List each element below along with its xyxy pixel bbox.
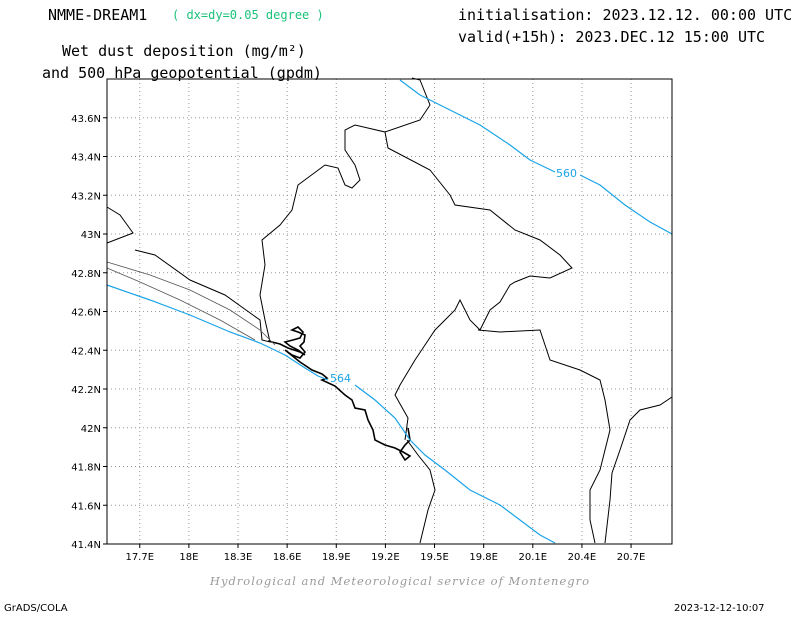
y-tick-label: 42.2N bbox=[71, 385, 101, 396]
y-tick-label: 41.6N bbox=[71, 501, 101, 512]
border-bosnia-montenegro bbox=[134, 77, 431, 343]
x-tick-label: 17.7E bbox=[125, 552, 154, 563]
map-title-line1: Wet dust deposition (mg/m²) bbox=[62, 42, 306, 60]
x-tick-label: 18.9E bbox=[322, 552, 351, 563]
model-resolution: ( dx=dy=0.05 degree ) bbox=[172, 8, 324, 22]
valid-time: valid(+15h): 2023.DEC.12 15:00 UTC bbox=[458, 28, 766, 46]
y-tick-label: 42.4N bbox=[71, 346, 101, 357]
y-tick-label: 43.2N bbox=[71, 191, 101, 202]
y-tick-label: 43N bbox=[81, 230, 101, 241]
y-tick-label: 43.6N bbox=[71, 114, 101, 125]
island-outline bbox=[106, 261, 276, 346]
model-name: NMME-DREAM1 bbox=[48, 6, 148, 24]
x-tick-label: 20.4E bbox=[568, 552, 597, 563]
y-tick-label: 43.4N bbox=[71, 153, 101, 164]
footer-software: GrADS/COLA bbox=[4, 603, 68, 614]
contour-560 bbox=[399, 79, 673, 235]
x-tick-label: 18.6E bbox=[273, 552, 302, 563]
y-tick-label: 42.8N bbox=[71, 269, 101, 280]
border-north bbox=[106, 206, 134, 244]
border-macedonia bbox=[604, 396, 673, 544]
contour-label-564: 564 bbox=[330, 372, 351, 385]
y-tick-label: 42.6N bbox=[71, 308, 101, 319]
y-tick-label: 41.4N bbox=[71, 540, 101, 551]
footer-timestamp: 2023-12-12-10:07 bbox=[674, 603, 765, 614]
x-tick-label: 19.5E bbox=[420, 552, 449, 563]
map-title-line2: and 500 hPa geopotential (gpdm) bbox=[42, 64, 322, 82]
contour-564 bbox=[106, 284, 556, 544]
contour-label-560: 560 bbox=[556, 167, 577, 180]
y-tick-label: 42N bbox=[81, 424, 101, 435]
credit-watermark: Hydrological and Meteorological service … bbox=[209, 574, 591, 588]
x-tick-label: 18E bbox=[179, 552, 198, 563]
island-outline-2 bbox=[106, 267, 256, 341]
geopotential-contours bbox=[106, 79, 673, 544]
grid-lines bbox=[107, 79, 672, 544]
y-tick-label: 41.8N bbox=[71, 463, 101, 474]
x-tick-label: 20.1E bbox=[519, 552, 548, 563]
border-kosovo bbox=[477, 329, 611, 544]
border-albania bbox=[406, 439, 436, 544]
x-tick-label: 19.8E bbox=[469, 552, 498, 563]
x-tick-label: 18.3E bbox=[224, 552, 253, 563]
coastline-montenegro bbox=[267, 326, 412, 462]
initialisation-time: initialisation: 2023.12.12. 00:00 UTC bbox=[458, 6, 793, 24]
borders bbox=[106, 77, 673, 544]
x-tick-label: 20.7E bbox=[617, 552, 646, 563]
axis-ticks: 17.7E 18E 18.3E 18.6E 18.9E 19.2E 19.5E 19.8E 20… bbox=[71, 114, 645, 563]
border-serbia bbox=[384, 131, 573, 441]
x-tick-label: 19.2E bbox=[371, 552, 400, 563]
